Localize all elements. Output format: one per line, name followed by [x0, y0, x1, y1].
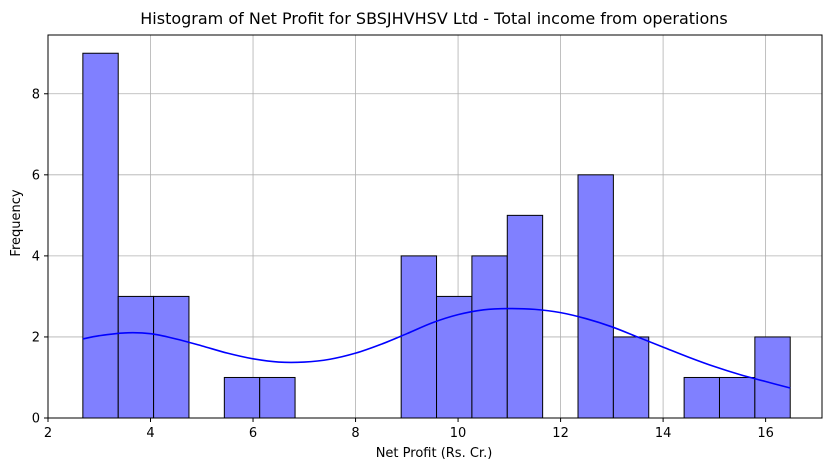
histogram-bar: [718, 376, 756, 419]
kde-curve-layer: [82, 307, 791, 389]
histogram-bar: [82, 52, 119, 419]
histogram-bar: [471, 255, 508, 419]
histogram-bar: [612, 336, 650, 419]
histogram-bar: [754, 336, 791, 419]
y-tick-label: 0: [32, 412, 40, 427]
histogram-bar: [400, 255, 438, 419]
histogram-bar: [117, 295, 155, 419]
kde-curve: [82, 307, 791, 389]
histogram-bar: [259, 376, 296, 419]
y-tick-label: 6: [32, 168, 40, 183]
y-tick-label: 8: [32, 87, 40, 102]
y-tick-label: 2: [32, 330, 40, 345]
plot-frame: [47, 34, 823, 419]
chart-title: Histogram of Net Profit for SBSJHVHSV Lt…: [140, 9, 728, 28]
histogram-bars: [82, 52, 791, 419]
x-tick-label: 16: [757, 426, 774, 441]
x-tick-label: 6: [249, 426, 257, 441]
y-tick-label: 4: [32, 249, 40, 264]
histogram-bar: [506, 214, 544, 419]
histogram-bar: [683, 376, 720, 419]
histogram-bar: [153, 295, 190, 419]
histogram-bar: [577, 174, 614, 419]
x-tick-label: 12: [552, 426, 569, 441]
x-tick-label: 4: [146, 426, 154, 441]
x-tick-label: 10: [450, 426, 467, 441]
histogram-bar: [223, 376, 261, 419]
histogram-bar: [436, 295, 473, 419]
y-axis-label: Frequency: [9, 189, 24, 256]
x-axis-ticks: 2 4 6 8 10 12 14 16: [44, 418, 774, 441]
x-tick-label: 2: [44, 426, 52, 441]
x-axis-label: Net Profit (Rs. Cr.): [376, 446, 493, 461]
y-axis-ticks: 0 2 4 6 8: [32, 87, 48, 427]
x-tick-label: 14: [655, 426, 672, 441]
x-tick-label: 8: [351, 426, 359, 441]
